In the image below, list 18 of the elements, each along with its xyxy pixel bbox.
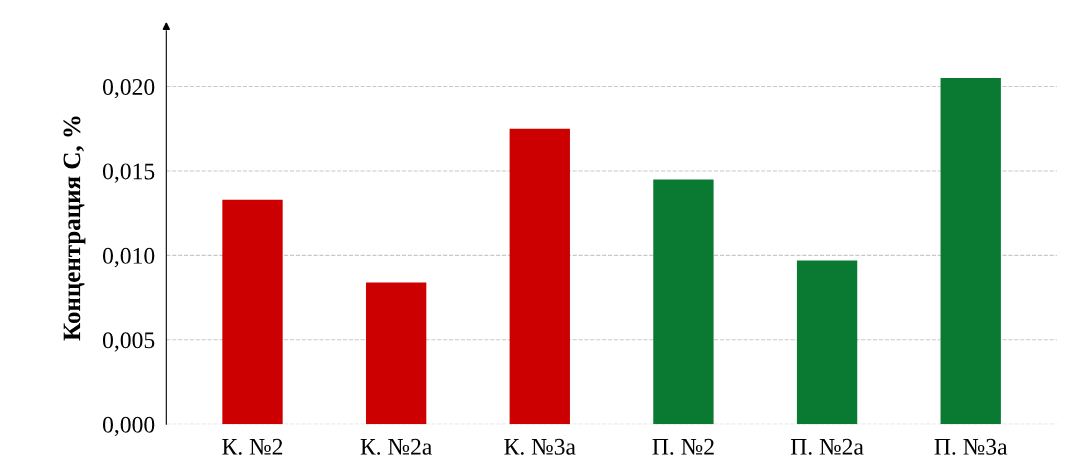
bar	[796, 260, 858, 425]
bar	[653, 179, 714, 425]
bar	[222, 199, 283, 425]
y-tick-label: 0,005	[102, 332, 155, 352]
y-tick-label: 0,020	[102, 79, 155, 99]
y-tick-label: 0,010	[102, 247, 155, 268]
x-tick-label: К. №2а	[360, 438, 432, 455]
bar	[365, 282, 427, 425]
x-tick-label: П. №3а	[934, 438, 1008, 455]
y-tick-label: 0,000	[102, 416, 155, 437]
y-tick-label: 0,015	[102, 163, 155, 183]
x-tick-label: К. №3а	[504, 438, 576, 455]
x-tick-label: П. №2	[652, 438, 714, 455]
x-tick-label: П. №2а	[790, 438, 864, 455]
y-axis-title: Концентрация C, %	[63, 116, 86, 341]
bar	[940, 78, 1001, 425]
x-tick-label: К. №2	[222, 438, 283, 455]
bar	[509, 128, 570, 425]
